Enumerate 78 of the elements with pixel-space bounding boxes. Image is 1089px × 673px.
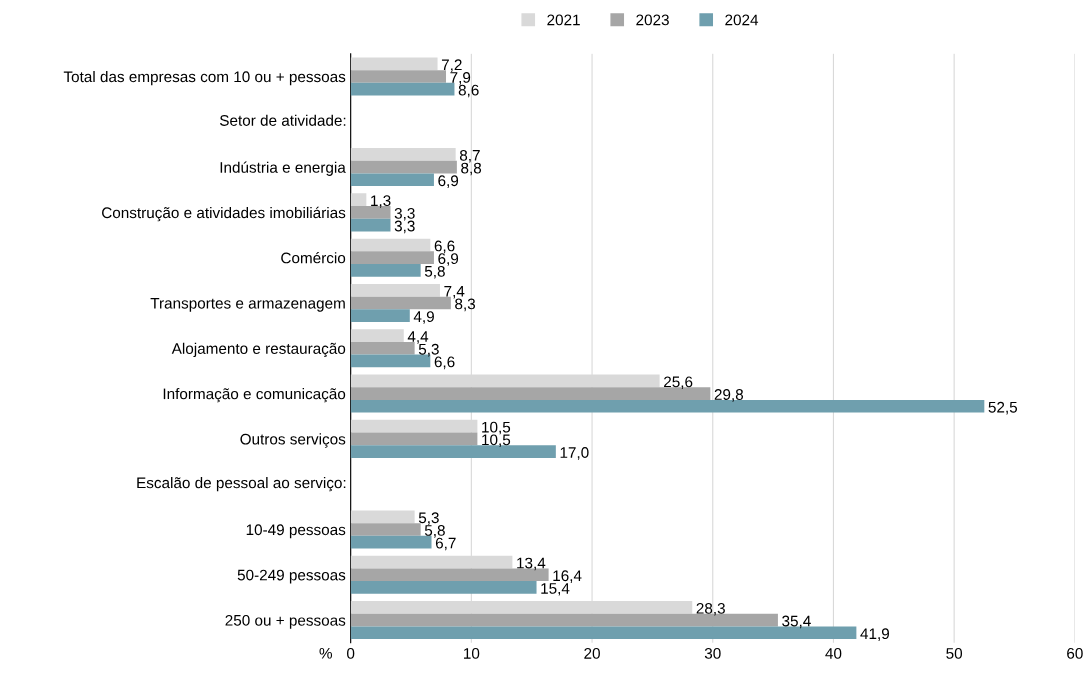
x-tick-label: 10 bbox=[464, 647, 480, 659]
y-tick-label: 250 ou + pessoas bbox=[225, 614, 346, 629]
data-label: 7,2 bbox=[441, 59, 462, 72]
data-label: 35,4 bbox=[782, 615, 811, 629]
data-label: 3,3 bbox=[394, 220, 415, 234]
data-label: 28,3 bbox=[696, 602, 725, 616]
x-axis-title: % bbox=[319, 647, 333, 659]
bar bbox=[350, 568, 549, 582]
y-tick-label: Comércio bbox=[281, 251, 346, 264]
data-label: 3,3 bbox=[394, 207, 415, 221]
data-label: 7,4 bbox=[444, 286, 465, 299]
bar bbox=[350, 160, 457, 174]
text: Setor de atividade: bbox=[219, 114, 346, 126]
legend-label: 2024 bbox=[725, 14, 759, 26]
y-tick-label: Informação e comunicação bbox=[163, 388, 346, 403]
data-label: 10,5 bbox=[482, 421, 511, 435]
bar bbox=[350, 238, 431, 252]
data-label: 5,8 bbox=[424, 265, 445, 279]
x-tick-label: 60 bbox=[1067, 647, 1083, 659]
data-label: 7,9 bbox=[450, 72, 471, 85]
data-label: 8,6 bbox=[458, 84, 479, 98]
text: Escalão de pessoal ao serviço: bbox=[137, 477, 346, 492]
bar bbox=[350, 148, 456, 161]
data-label: 8,8 bbox=[461, 162, 482, 176]
data-label: 1,3 bbox=[371, 195, 391, 208]
bar bbox=[350, 251, 434, 265]
bar bbox=[350, 193, 367, 207]
x-tick-label: 40 bbox=[825, 647, 842, 659]
bar bbox=[350, 218, 391, 232]
bar bbox=[350, 432, 478, 446]
data-label: 4,4 bbox=[407, 331, 429, 344]
data-label: 5,8 bbox=[424, 525, 445, 538]
data-label: 17,0 bbox=[560, 447, 589, 460]
data-label: 52,5 bbox=[988, 401, 1018, 415]
x-tick-label: 0 bbox=[347, 647, 355, 659]
bar bbox=[350, 510, 415, 524]
y-tick-label: 10-49 pessoas bbox=[246, 524, 346, 539]
data-label: 13,4 bbox=[517, 557, 546, 571]
bar bbox=[350, 387, 711, 400]
bar bbox=[350, 329, 404, 342]
data-label: 41,9 bbox=[860, 628, 890, 641]
y-tick-label: Construção e atividades imobiliárias bbox=[102, 206, 346, 222]
data-label: 6,6 bbox=[434, 356, 455, 370]
bar bbox=[350, 581, 537, 594]
data-label: 8,7 bbox=[459, 149, 480, 163]
bar bbox=[350, 173, 434, 187]
data-label: 6,6 bbox=[434, 240, 455, 254]
data-label: 6,7 bbox=[435, 537, 456, 551]
y-tick-label: 50-249 pessoas bbox=[237, 569, 346, 584]
y-tick-label: Alojamento e restauração bbox=[171, 342, 346, 358]
x-tick-label: 50 bbox=[946, 647, 963, 659]
data-label: 16,4 bbox=[553, 570, 582, 583]
bar bbox=[350, 264, 421, 277]
data-label: 8,3 bbox=[455, 298, 476, 312]
x-tick-label: 30 bbox=[704, 647, 721, 659]
data-label: 10,5 bbox=[482, 434, 511, 448]
legend-label: 2023 bbox=[636, 14, 669, 26]
legend-label: 2021 bbox=[547, 14, 580, 26]
data-label: 6,9 bbox=[438, 175, 459, 188]
y-tick-label: Transportes e armazenagem bbox=[150, 298, 345, 312]
bar bbox=[350, 70, 447, 83]
data-label: 15,4 bbox=[541, 583, 570, 596]
data-label: 29,8 bbox=[714, 389, 744, 402]
y-tick-label: Outros serviços bbox=[240, 433, 346, 448]
data-label: 6,9 bbox=[438, 253, 459, 266]
x-tick-label: 20 bbox=[584, 647, 600, 659]
bar bbox=[350, 309, 410, 322]
bar bbox=[350, 283, 440, 297]
y-tick-label: Indústria e energia bbox=[220, 161, 346, 176]
data-label: 5,3 bbox=[418, 343, 439, 357]
data-label: 4,9 bbox=[413, 311, 434, 324]
bar bbox=[350, 57, 438, 71]
bar bbox=[350, 523, 421, 536]
bar bbox=[350, 445, 556, 458]
bar bbox=[350, 206, 391, 219]
y-tick-label: Total das empresas com 10 ou + pessoas bbox=[63, 70, 346, 86]
data-label: 5,3 bbox=[418, 512, 439, 525]
data-label: 25,6 bbox=[664, 376, 693, 390]
